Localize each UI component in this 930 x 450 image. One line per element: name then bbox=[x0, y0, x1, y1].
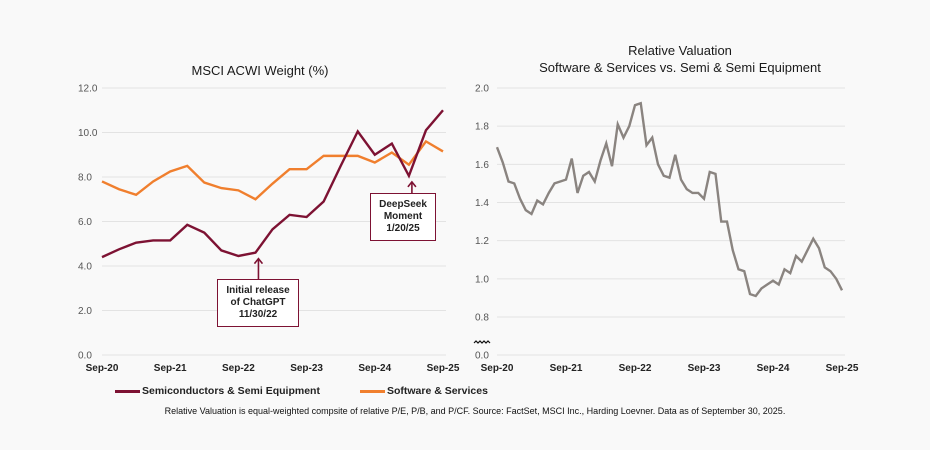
right-y-tick-label: 0.8 bbox=[475, 313, 489, 324]
right-y-tick-label: 1.4 bbox=[475, 198, 489, 209]
series-line-semis bbox=[101, 109, 444, 259]
legend-label-software: Software & Services bbox=[386, 385, 488, 397]
annotation-chatgpt: Initial release of ChatGPT 11/30/22 bbox=[217, 279, 299, 327]
legend-item-semis: Semiconductors & Semi Equipment bbox=[115, 385, 320, 397]
right-x-tick-label: Sep-20 bbox=[481, 363, 514, 374]
right-x-tick-label: Sep-22 bbox=[619, 363, 652, 374]
right-chart-title: Relative Valuation Software & Services v… bbox=[539, 43, 821, 75]
annotation-deepseek: DeepSeek Moment 1/20/25 bbox=[370, 193, 436, 241]
right-y-tick-label: 1.2 bbox=[475, 236, 489, 247]
left-x-tick-label: Sep-23 bbox=[290, 363, 323, 374]
left-x-tick-label: Sep-21 bbox=[154, 363, 187, 374]
left-y-tick-label: 6.0 bbox=[78, 217, 92, 228]
series-line-relative-valuation bbox=[495, 101, 844, 298]
right-y-tick-label: 1.0 bbox=[475, 274, 489, 285]
right-y-tick-label: 1.6 bbox=[475, 160, 489, 171]
annotation-arrow-head bbox=[253, 257, 264, 265]
right-x-tick-label: Sep-25 bbox=[826, 363, 859, 374]
footnote: Relative Valuation is equal-weighted com… bbox=[164, 406, 786, 416]
axis-break-icon bbox=[473, 340, 491, 344]
right-x-tick-label: Sep-23 bbox=[688, 363, 721, 374]
left-y-tick-label: 8.0 bbox=[78, 173, 92, 184]
left-y-tick-label: 4.0 bbox=[78, 262, 92, 273]
legend-swatch-semis bbox=[115, 389, 140, 393]
right-x-tick-label: Sep-21 bbox=[550, 363, 583, 374]
annotation-arrow-head bbox=[407, 180, 417, 188]
left-x-tick-label: Sep-22 bbox=[222, 363, 255, 374]
legend: Semiconductors & Semi Equipment Software… bbox=[115, 385, 528, 397]
left-x-tick-label: Sep-25 bbox=[427, 363, 460, 374]
series-line-software bbox=[101, 139, 444, 201]
legend-item-software: Software & Services bbox=[359, 385, 488, 397]
left-y-tick-label: 12.0 bbox=[78, 84, 98, 95]
legend-label-semis: Semiconductors & Semi Equipment bbox=[142, 385, 320, 397]
left-y-tick-label: 0.0 bbox=[78, 351, 92, 362]
left-y-tick-label: 2.0 bbox=[78, 306, 92, 317]
left-chart-title: MSCI ACWI Weight (%) bbox=[191, 63, 329, 78]
right-y-tick-label: 0.0 bbox=[475, 351, 489, 362]
right-x-tick-label: Sep-24 bbox=[757, 363, 790, 374]
legend-swatch-software bbox=[359, 389, 385, 393]
right-y-tick-label: 1.8 bbox=[475, 122, 489, 133]
right-y-tick-label: 2.0 bbox=[475, 84, 489, 95]
left-x-tick-label: Sep-24 bbox=[358, 363, 391, 374]
left-x-tick-label: Sep-20 bbox=[86, 363, 119, 374]
left-y-tick-label: 10.0 bbox=[78, 128, 98, 139]
